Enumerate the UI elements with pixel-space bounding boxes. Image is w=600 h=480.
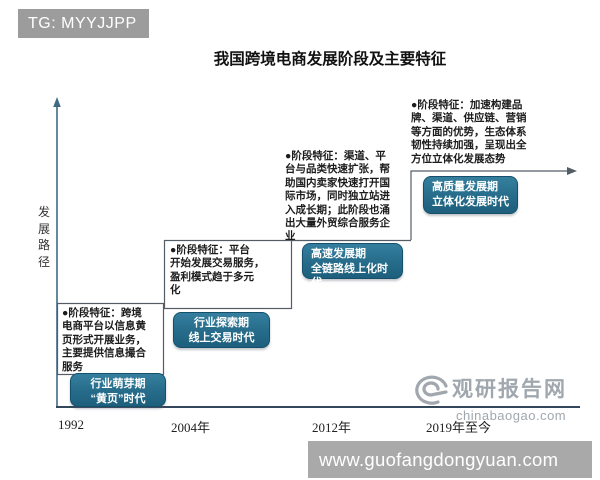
stage-3-phase-pill: 高速发展期 全链路线上化时代 xyxy=(302,243,403,289)
watermark-site-name: 观研报告网 xyxy=(452,378,567,401)
stage-2-phase-pill: 行业探索期 线上交易时代 xyxy=(173,312,270,348)
footer-url-bar: www.guofangdongyuan.com xyxy=(308,441,592,478)
stage-4-step-line xyxy=(410,170,568,240)
stage-4-features: ●阶段特征：加速构建品 牌、渠道、供应链、营销 等方面的优势，生态体系 韧性持续… xyxy=(411,99,527,165)
year-label-2019: 2019年至今 xyxy=(426,420,492,435)
stage-2-box xyxy=(163,239,293,310)
stage-2-features: ●阶段特征：平台 开始发展交易服务， 盈利模式趋于多元 化 xyxy=(170,244,265,297)
watermark-logo-icon xyxy=(408,372,452,408)
y-axis-arrow-icon xyxy=(53,97,61,107)
stage-3-features: ●阶段特征：渠道、平 台与品类快速扩张，帮 助国内卖家快速打开国 际市场，同时独… xyxy=(285,150,390,243)
y-axis-label: 发 展 路 径 xyxy=(37,205,50,269)
watermark-site-url: chinabaogao.com xyxy=(456,408,567,423)
stage-1-features: ●阶段特征：跨境 电商平台以信息黄 页形式开展业务， 主要提供信息撮合 服务 xyxy=(62,307,146,373)
stage-4-phase-pill: 高质量发展期 立体化发展时代 xyxy=(423,176,518,214)
chart-title: 我国跨境电商发展阶段及主要特征 xyxy=(213,51,447,68)
year-label-2004: 2004年 xyxy=(171,420,211,435)
year-label-2012: 2012年 xyxy=(312,420,352,435)
tg-badge: TG: MYYJJPP xyxy=(18,9,149,38)
watermark: 观研报告网 chinabaogao.com xyxy=(408,372,588,423)
stage-1-phase-pill: 行业萌芽期 “黄页”时代 xyxy=(70,373,166,407)
stage-4-arrow-icon xyxy=(567,167,577,175)
year-label-1992: 1992 xyxy=(58,417,84,432)
